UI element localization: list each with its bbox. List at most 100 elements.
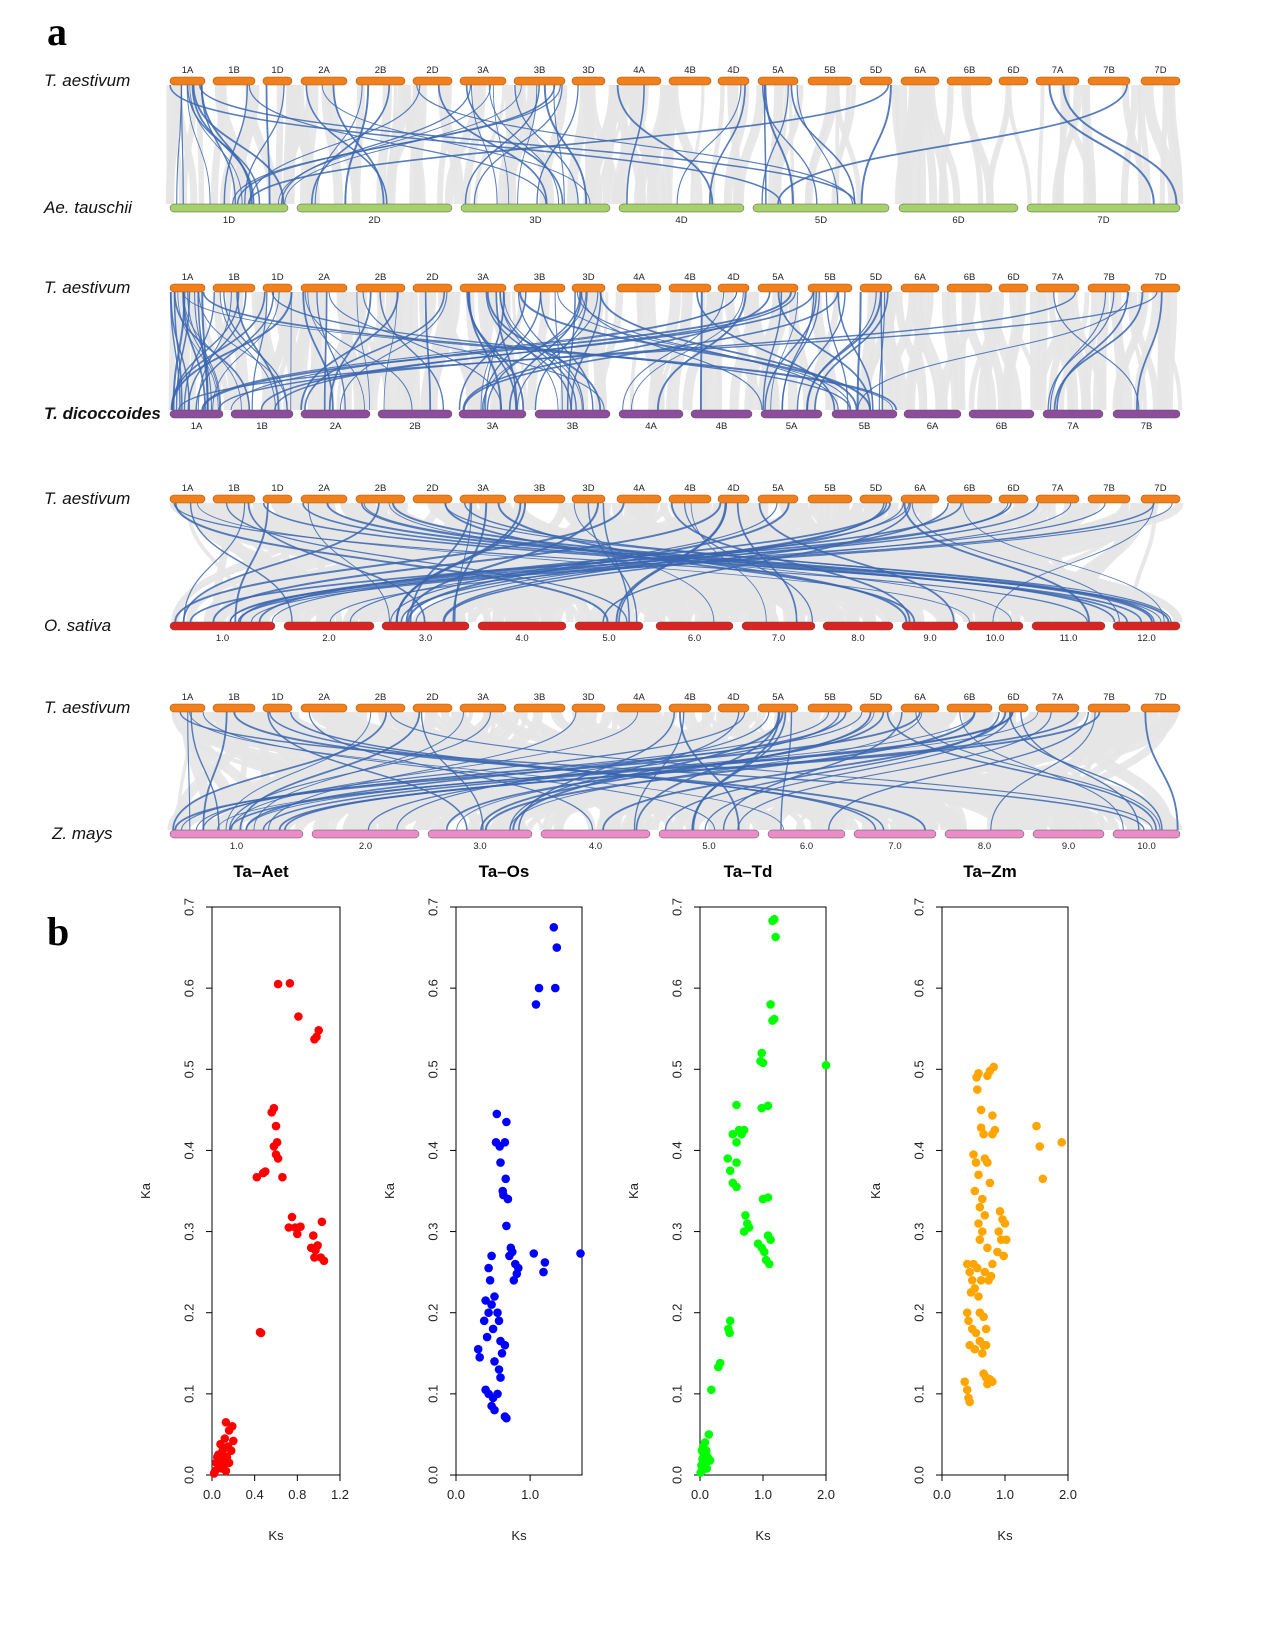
highlighted-link xyxy=(395,502,527,623)
chromosome-label-4B: 4B xyxy=(684,692,696,703)
y-tick-label: 0.6 xyxy=(669,979,684,997)
chromosome-label-1D: 1D xyxy=(271,692,283,703)
background-link xyxy=(847,501,1159,624)
data-point xyxy=(973,1085,982,1094)
chromosome-label-2D: 2D xyxy=(426,483,438,494)
data-point xyxy=(509,1276,519,1285)
chromosome-bar-4A xyxy=(616,494,662,504)
y-tick-label: 0.2 xyxy=(911,1304,926,1322)
background-link xyxy=(299,84,319,205)
chromosome-label-4D: 4D xyxy=(675,215,687,226)
chromosome-label-3A: 3A xyxy=(487,421,499,432)
chromosome-bar-7A xyxy=(1035,283,1080,293)
data-point xyxy=(970,1186,980,1196)
chromosome-label-6B: 6B xyxy=(964,65,976,76)
highlighted-synteny-links xyxy=(173,502,1173,623)
data-point xyxy=(317,1217,327,1227)
data-point xyxy=(758,1058,768,1068)
chromosome-label-5D: 5D xyxy=(815,215,827,226)
chromosome-label-4D: 4D xyxy=(727,65,739,76)
highlighted-link xyxy=(828,711,1089,831)
background-link xyxy=(1057,711,1173,831)
data-point xyxy=(221,1418,231,1427)
chromosome-label-4B: 4B xyxy=(684,483,696,494)
data-point xyxy=(531,1000,541,1009)
chromosome-bar-6A xyxy=(900,703,940,713)
chromosome-bar-2A xyxy=(300,494,348,504)
background-link xyxy=(322,291,361,411)
data-point xyxy=(551,983,560,993)
scatter-plot-ta-td: Ta–Td 0.0 0.1 0.2 0.3 0.4 0.5 0.6 0.7 0.0 1.0 2.0 Ks… xyxy=(626,862,835,1543)
highlighted-link xyxy=(186,84,211,205)
data-point xyxy=(965,1267,974,1277)
highlighted-link xyxy=(246,711,975,831)
chromosome-bar-4D xyxy=(717,494,750,504)
y-tick-label: 0.2 xyxy=(425,1304,440,1322)
highlighted-link xyxy=(170,291,293,411)
chromosome-label-3D: 3D xyxy=(582,692,594,703)
chromosome-bar-7B xyxy=(1087,703,1131,713)
chromosome-label-6A: 6A xyxy=(914,272,926,283)
chromosome-bar-1D xyxy=(169,203,289,213)
data-point xyxy=(314,1026,324,1035)
y-tick-label: 0.4 xyxy=(181,1141,196,1159)
chromosome-label-7B: 7B xyxy=(1141,421,1153,432)
chromosome-label-5B: 5B xyxy=(824,692,836,703)
synteny-comparison-t-dicoccoides: T. aestivum T. dicoccoides 1A 1B 1D 2A 2B 2D 3A 3… xyxy=(44,272,1183,432)
chromosome-bar-7D xyxy=(1140,703,1181,713)
background-link xyxy=(1168,84,1183,205)
highlighted-link xyxy=(1053,291,1140,411)
highlighted-link xyxy=(407,502,790,623)
data-point xyxy=(970,1344,980,1354)
chromosome-bar-3A xyxy=(458,409,527,419)
chromosome-bar-3B xyxy=(513,494,566,504)
background-link xyxy=(687,710,1045,832)
highlighted-link xyxy=(486,291,581,411)
highlighted-link xyxy=(305,84,388,205)
chromosome-bar-7.0 xyxy=(741,621,816,631)
ae-tauschii-chromosomes: 1D 2D 3D 4D 5D 6D 7D xyxy=(169,203,1181,226)
scatter-plot-ta-aet: Ta–Aet 0.0 0.1 0.2 0.3 0.4 0.5 0.6 0.7 0.0 0.4 0.8 1… xyxy=(138,862,349,1543)
highlighted-synteny-links xyxy=(172,711,1179,831)
chromosome-bar-6B xyxy=(946,76,993,86)
chromosome-label-2D: 2D xyxy=(426,272,438,283)
highlighted-link xyxy=(615,502,727,623)
background-link xyxy=(710,84,725,205)
chromosome-bar-5.0 xyxy=(658,829,760,839)
background-link xyxy=(1111,291,1127,411)
highlighted-link xyxy=(466,291,525,411)
data-point xyxy=(974,1170,983,1180)
x-tick-label: 2.0 xyxy=(817,1487,835,1502)
data-point xyxy=(576,1249,585,1258)
data-point xyxy=(484,1308,493,1317)
highlighted-link xyxy=(990,711,1096,831)
highlighted-link xyxy=(247,84,890,205)
background-link xyxy=(321,84,344,205)
data-point xyxy=(978,1349,987,1358)
highlighted-link xyxy=(1144,711,1179,831)
plot-title: Ta–Os xyxy=(479,862,530,881)
highlighted-link xyxy=(239,711,421,831)
highlighted-link xyxy=(339,291,448,411)
data-point xyxy=(980,1267,990,1277)
y-tick-label: 0.0 xyxy=(425,1466,440,1484)
highlighted-link xyxy=(464,502,1155,623)
data-point xyxy=(976,1276,986,1285)
chromosome-bar-2B xyxy=(355,283,406,293)
highlighted-link xyxy=(201,291,738,411)
background-link xyxy=(437,84,465,205)
data-point xyxy=(488,1324,498,1334)
chromosome-bar-2B xyxy=(355,494,406,504)
data-point xyxy=(985,1178,995,1188)
chromosome-label-1B: 1B xyxy=(228,272,240,283)
chromosome-label-7A: 7A xyxy=(1052,483,1064,494)
data-points xyxy=(473,923,585,1423)
chromosome-bar-3A xyxy=(459,76,507,86)
y-tick-label: 0.0 xyxy=(669,1466,684,1484)
data-point xyxy=(229,1436,238,1446)
chromosome-bar-2D xyxy=(412,494,453,504)
background-synteny-links xyxy=(165,84,1184,205)
highlighted-link xyxy=(225,711,372,831)
chromosome-label-3B: 3B xyxy=(534,65,546,76)
chromosome-label-5D: 5D xyxy=(870,272,882,283)
